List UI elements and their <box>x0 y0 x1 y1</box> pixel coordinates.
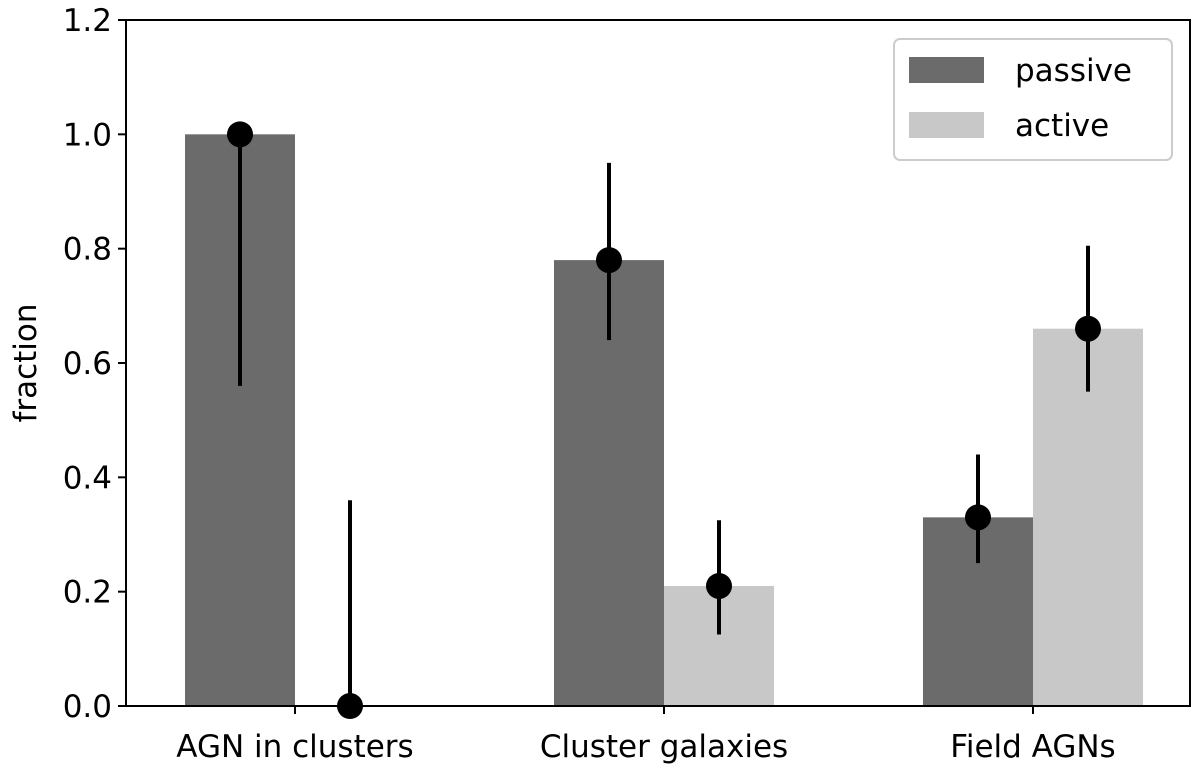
x-axis: AGN in clusters Cluster galaxies Field AGN… <box>176 706 1116 765</box>
legend-label-passive: passive <box>1015 53 1132 89</box>
y-tick-label: 0.4 <box>63 460 112 496</box>
bars-layer <box>185 134 1143 707</box>
point-marker-passive-1 <box>596 247 622 274</box>
legend-label-active: active <box>1015 108 1109 144</box>
error-bars-layer <box>227 121 1101 719</box>
x-tick-label: AGN in clusters <box>176 729 413 765</box>
legend-swatch-passive <box>909 57 984 83</box>
point-marker-active-1 <box>706 572 732 599</box>
y-tick-label: 1.0 <box>63 117 112 153</box>
y-axis: 0.0 0.2 0.4 0.6 0.8 1.0 1.2 <box>63 3 126 725</box>
point-marker-passive-2 <box>965 504 991 531</box>
legend-swatch-active <box>909 112 984 138</box>
y-tick-label: 0.8 <box>63 232 112 268</box>
x-tick-label: Field AGNs <box>950 729 1115 765</box>
y-tick-label: 1.2 <box>63 3 112 39</box>
legend: passive active <box>893 38 1173 161</box>
point-marker-passive-0 <box>227 121 253 148</box>
point-marker-active-2 <box>1075 315 1101 342</box>
x-tick-label: Cluster galaxies <box>540 729 788 765</box>
y-tick-label: 0.0 <box>63 689 112 725</box>
y-tick-label: 0.2 <box>63 575 112 611</box>
y-tick-label: 0.6 <box>63 346 112 382</box>
y-axis-label: fraction <box>8 303 44 422</box>
